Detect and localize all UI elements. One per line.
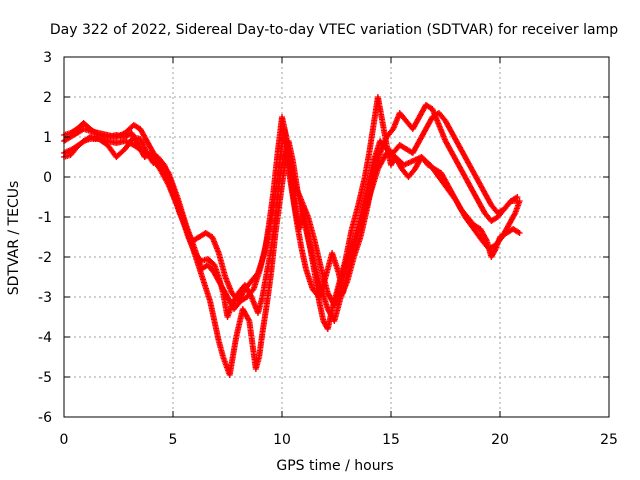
series-track-d [61, 110, 521, 312]
y-tick-label: -4 [38, 330, 52, 346]
data-point [516, 230, 523, 236]
x-tick-label: 20 [491, 432, 509, 448]
plot-area-frame [63, 56, 610, 418]
y-tick-label: -2 [38, 250, 52, 266]
x-axis-label: GPS time / hours [276, 458, 393, 474]
y-axis-tick-labels: -6 -5 -4 -3 -2 -1 0 1 2 3 [38, 50, 52, 426]
y-tick-label: 2 [43, 90, 52, 106]
y-tick-label: 3 [43, 50, 52, 66]
y-tick-label: -5 [38, 370, 52, 386]
x-tick-label: 25 [600, 432, 618, 448]
data-point [483, 236, 490, 243]
data-point [245, 316, 252, 323]
x-tick-label: 5 [169, 432, 178, 448]
y-tick-label: 0 [43, 170, 52, 186]
x-axis-tick-labels: 0 5 10 15 20 25 [60, 432, 618, 448]
data-point [515, 229, 522, 236]
x-tick-label: 15 [382, 432, 400, 448]
x-tick-label: 0 [60, 432, 69, 448]
x-tick-label: 10 [273, 432, 291, 448]
chart-title: Day 322 of 2022, Sidereal Day-to-day VTE… [50, 22, 618, 38]
y-axis-label: SDTVAR / TECUs [6, 181, 22, 296]
data-point [511, 211, 518, 218]
data-point [506, 199, 513, 206]
y-tick-label: -1 [38, 210, 52, 226]
axis-ticks [63, 56, 610, 418]
y-tick-label: 1 [43, 130, 52, 146]
grid-lines [64, 57, 609, 417]
data-markers [61, 94, 523, 378]
data-point [514, 198, 521, 204]
y-tick-label: -3 [38, 290, 52, 306]
y-tick-label: -6 [38, 410, 52, 426]
data-point [491, 247, 498, 254]
